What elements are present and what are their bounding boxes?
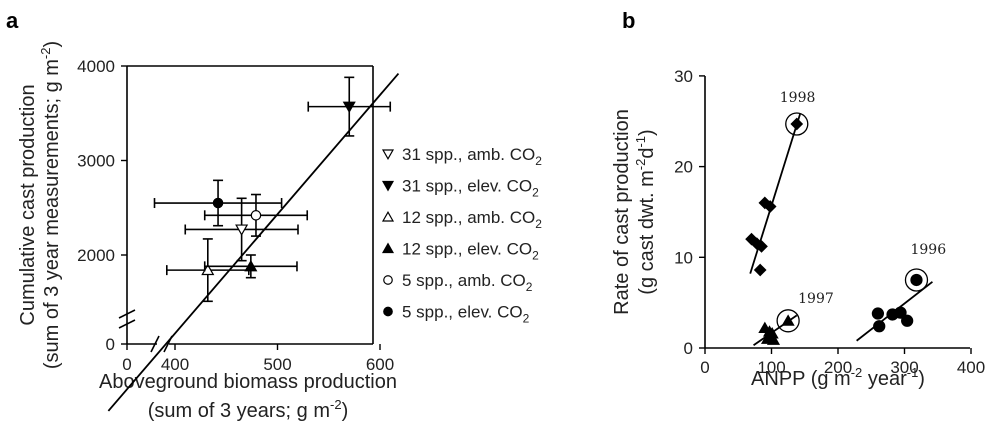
legend-marker <box>383 306 393 317</box>
panel-b-x-tick-label: 100 <box>757 358 785 377</box>
panel-a-x-tick-label: 0 <box>122 355 131 374</box>
panel-b-data-point-1996 <box>873 320 886 333</box>
panel-b-y-tick-label: 10 <box>674 248 693 267</box>
panel-b-y-axis-title: Rate of cast production <box>611 109 633 315</box>
panel-b-year-label-1998: 1998 <box>780 90 816 106</box>
panel-b-plot-area: 1998 1997 1996 <box>745 90 946 347</box>
panel-a-y-tick-label: 2000 <box>77 246 115 265</box>
panel-b-y-tick-label: 30 <box>674 67 693 86</box>
panel-a-ticks: 0 400 500 600 0 2000 3000 4000 <box>77 57 394 374</box>
panel-a-data-point <box>250 210 262 221</box>
panel-b-highlight-ring-1998 <box>785 112 809 136</box>
panel-a-x-tick-label: 500 <box>263 355 291 374</box>
panel-b-year-label-1997: 1997 <box>798 291 834 307</box>
legend-marker <box>381 180 395 192</box>
panel-b-data-point-1998 <box>790 117 804 131</box>
panel-b-x-axis-title: ANPP (g m-2 year-1) <box>751 365 925 390</box>
legend-entry-label: 5 spp., elev. CO2 <box>402 303 530 326</box>
panel-a-data-point <box>342 101 356 114</box>
legend-marker <box>383 275 393 285</box>
legend-marker <box>381 242 395 254</box>
panel-a-plot-area <box>107 72 400 412</box>
panel-a-legend: 31 spp., amb. CO2 31 spp., elev. CO2 12 sp… <box>381 145 542 326</box>
panel-a-x-axis-subtitle: (sum of 3 years; g m-2) <box>148 397 349 422</box>
panel-a-data-point <box>235 224 249 236</box>
panel-b-y-axis-subtitle: (g cast dwt. m-2d-1) <box>633 129 658 294</box>
panel-b-x-tick-label: 0 <box>700 358 709 377</box>
panel-a-x-tick-label: 400 <box>161 355 189 374</box>
panel-a-regression-line <box>107 72 400 412</box>
panel-b-data-point-1998 <box>755 240 768 253</box>
panel-a-y-tick-label: 4000 <box>77 57 115 76</box>
panel-b-highlight-ring-1997 <box>776 309 800 333</box>
panel-b-data-point-1996 <box>901 314 914 327</box>
legend-marker <box>381 211 395 222</box>
panel-a-y-tick-label: 0 <box>106 335 115 354</box>
panel-b-data-point-1997 <box>781 314 795 326</box>
legend-entry-label: 12 spp., amb. CO2 <box>402 208 542 231</box>
panel-b-y-tick-label: 20 <box>674 158 693 177</box>
panel-b-x-tick-label: 300 <box>890 358 918 377</box>
panel-b-data-point-1996 <box>894 306 907 319</box>
panel-b-data-point-1996 <box>871 307 885 320</box>
panel-a: a 0 400 500 600 0 2000 3000 4000 Aboveground bi… <box>6 8 542 422</box>
panel-b-data-point-1998 <box>763 200 777 213</box>
panel-b-x-tick-label: 200 <box>824 358 852 377</box>
panel-a-data-point <box>244 259 258 272</box>
panel-b-highlight-ring-1996 <box>904 268 929 292</box>
panel-a-x-tick-label: 600 <box>366 355 394 374</box>
legend-entry-label: 31 spp., elev. CO2 <box>402 177 539 200</box>
panel-a-y-tick-label: 3000 <box>77 152 115 171</box>
panel-b-label: b <box>622 8 635 33</box>
panel-b-data-point-1997 <box>766 333 781 345</box>
panel-b-fit-line-1998 <box>749 113 801 274</box>
panel-b-data-point-1996 <box>910 273 923 287</box>
legend-entry-label: 12 spp., elev. CO2 <box>402 240 539 263</box>
panel-b-data-point-1998 <box>753 263 767 277</box>
panel-a-x-axis-title: Aboveground biomass production <box>99 371 397 393</box>
panel-b-x-tick-label: 400 <box>957 358 985 377</box>
legend-entry-label: 31 spp., amb. CO2 <box>402 145 542 168</box>
panel-a-y-axis-break <box>118 309 136 329</box>
panel-a-label: a <box>6 8 19 33</box>
panel-b-ticks: 0 100 200 300 400 0 10 20 30 <box>674 67 985 377</box>
panel-a-y-axis-subtitle: (sum of 3 year measurements; g m-2) <box>38 41 63 369</box>
panel-a-y-axis-title: Cumulative cast production <box>17 84 39 325</box>
panel-b-year-label-1996: 1996 <box>910 242 946 258</box>
legend-entry-label: 5 spp., amb. CO2 <box>402 271 533 294</box>
panel-a-data-point <box>212 197 224 209</box>
panel-b: b 0 100 200 300 400 0 10 20 30 ANPP (g m-2 year-… <box>611 8 985 390</box>
panel-b-y-tick-label: 0 <box>684 339 693 358</box>
legend-marker <box>381 149 395 160</box>
